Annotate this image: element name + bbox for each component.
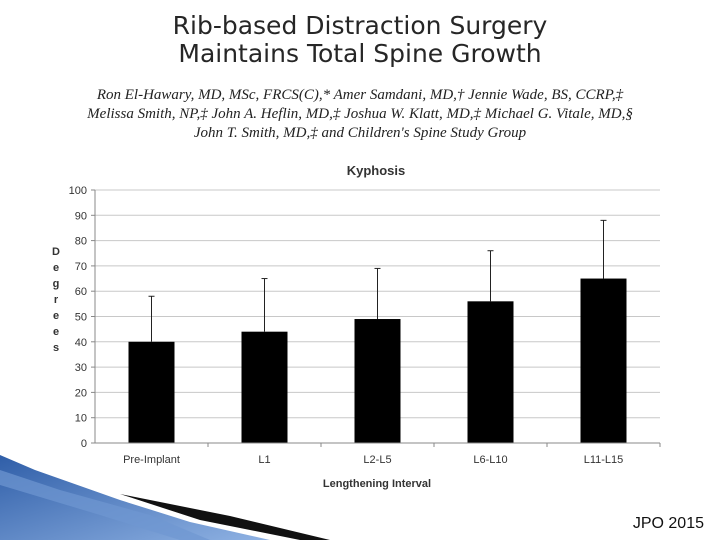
y-axis-label-letter: r xyxy=(54,294,59,306)
x-category-label: L11-L15 xyxy=(584,454,624,466)
bar xyxy=(467,301,514,443)
y-axis-label-letter: s xyxy=(53,342,59,354)
authors-line-1: Ron El-Hawary, MD, MSc, FRCS(C),* Amer S… xyxy=(96,87,624,103)
y-tick-label: 0 xyxy=(81,438,87,450)
kyphosis-chart: Kyphosis 0 10 20 30 40 50 60 70 80 90 100 Pre-Impla… xyxy=(52,163,661,490)
y-tick-label: 30 xyxy=(75,362,87,374)
black-swoosh-shape xyxy=(120,494,330,540)
author-list: Ron El-Hawary, MD, MSc, FRCS(C),* Amer S… xyxy=(20,86,700,143)
x-axis-title: Lengthening Interval xyxy=(323,478,431,490)
y-axis-label-letter: e xyxy=(53,310,59,322)
x-category-label: Pre-Implant xyxy=(123,454,180,466)
chart-title: Kyphosis xyxy=(347,163,406,178)
x-category-label: L6-L10 xyxy=(473,454,507,466)
y-axis-label-letter: e xyxy=(53,326,59,338)
x-category-label: L1 xyxy=(258,454,270,466)
y-tick-label: 100 xyxy=(69,185,87,197)
x-category-label: L2-L5 xyxy=(363,454,391,466)
chart-panel: Kyphosis 0 10 20 30 40 50 60 70 80 90 100 Pre-Impla… xyxy=(28,157,690,494)
title-line-2: Maintains Total Spine Growth xyxy=(178,39,542,68)
bar xyxy=(580,278,627,443)
bar-layer xyxy=(128,219,627,443)
authors-line-2: Melissa Smith, NP,‡ John A. Heflin, MD,‡… xyxy=(87,106,633,122)
y-tick-label: 50 xyxy=(75,312,87,324)
y-tick-label: 70 xyxy=(75,261,87,273)
citation: JPO 2015 xyxy=(632,515,704,532)
y-tick-label: 10 xyxy=(75,413,87,425)
y-tick-label: 80 xyxy=(75,236,87,248)
y-tick-label: 20 xyxy=(75,387,87,399)
bar xyxy=(354,319,401,443)
y-axis-label-letter: e xyxy=(53,262,59,274)
y-tick-label: 60 xyxy=(75,286,87,298)
y-axis-label-letter: g xyxy=(53,278,60,290)
authors-line-3: John T. Smith, MD,‡ and Children's Spine… xyxy=(193,125,527,141)
y-tick-label: 90 xyxy=(75,210,87,222)
bar xyxy=(128,341,175,443)
y-tick-label: 40 xyxy=(75,337,87,349)
slide-title: Rib-based Distraction Surgery Maintains … xyxy=(0,12,720,68)
title-line-1: Rib-based Distraction Surgery xyxy=(172,11,548,40)
y-axis-label-letter: D xyxy=(52,246,60,258)
bar xyxy=(241,331,288,443)
